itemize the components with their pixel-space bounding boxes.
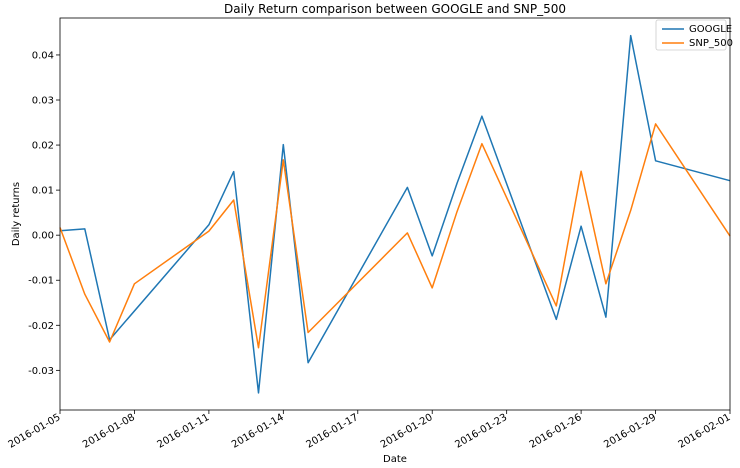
legend: GOOGLE SNP_500: [655, 19, 733, 51]
x-tick-label: 2016-01-23: [453, 412, 509, 451]
y-tick-label: -0.02: [28, 321, 54, 332]
x-tick-label: 2016-02-01: [677, 412, 733, 451]
y-tick-label: 0.03: [32, 96, 54, 107]
x-tick-label: 2016-01-29: [602, 412, 658, 451]
y-tick-label: -0.03: [28, 366, 54, 377]
x-tick-label: 2016-01-20: [379, 412, 435, 451]
x-tick-label: 2016-01-05: [7, 412, 63, 451]
x-tick-label: 2016-01-26: [528, 412, 584, 451]
series-line-snp-500: [59, 123, 731, 349]
y-tick-label: 0.00: [32, 231, 54, 242]
x-tick-label: 2016-01-17: [304, 412, 360, 451]
y-tick-label: 0.02: [32, 141, 54, 152]
x-tick-label: 2016-01-11: [156, 412, 212, 451]
legend-label-snp500: SNP_500: [689, 38, 733, 49]
chart-title: Daily Return comparison between GOOGLE a…: [224, 2, 566, 16]
y-tick-label: 0.04: [32, 50, 54, 61]
x-axis-label: Date: [383, 454, 407, 465]
y-tick-label: -0.01: [28, 276, 54, 287]
legend-label-google: GOOGLE: [689, 24, 732, 35]
x-tick-label: 2016-01-14: [230, 412, 286, 451]
plot-frame: [59, 17, 731, 411]
y-axis-label: Daily returns: [11, 182, 22, 246]
y-tick-label: 0.01: [32, 186, 54, 197]
x-tick-label: 2016-01-08: [81, 412, 137, 451]
